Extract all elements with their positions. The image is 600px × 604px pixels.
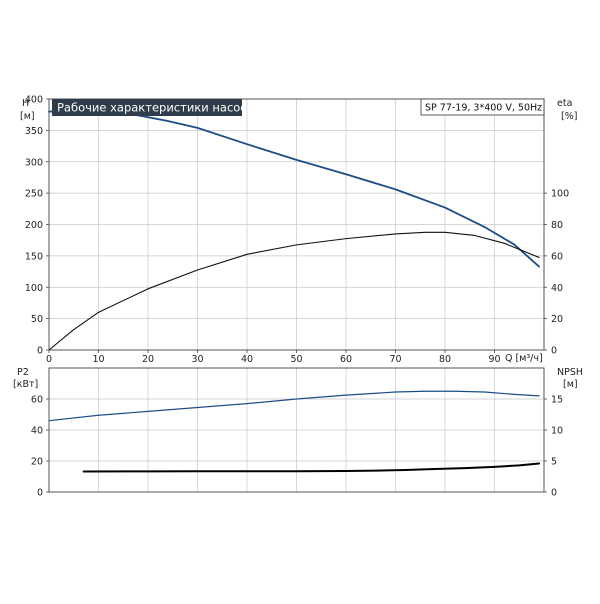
left-tick-label: 0 xyxy=(37,488,43,499)
x-tick-label: 40 xyxy=(241,354,253,365)
x-axis-label: Q [м³/ч] xyxy=(505,353,543,364)
right-tick-label: 5 xyxy=(551,457,557,468)
top-chart-axes: 0 50 100 150 200 250 300 350 400 0 20 40 60 80 100 0 10 2… xyxy=(25,95,569,366)
top-chart-grid xyxy=(49,98,544,350)
left-tick-label: 350 xyxy=(25,126,43,137)
top-right-axis-label: eta xyxy=(557,98,572,109)
bottom-chart-axes: 0 20 40 60 0 5 10 15 xyxy=(31,367,563,499)
x-tick-label: 30 xyxy=(191,354,203,365)
bottom-chart-grid xyxy=(49,368,544,492)
chart-subtitle-box xyxy=(420,98,545,116)
bottom-right-axis-label: NPSH xyxy=(557,367,583,378)
x-tick-label: 80 xyxy=(439,354,451,365)
series-line-0 xyxy=(48,110,540,268)
chart-subtitle: SP 77-19, 3*400 V, 50Hz xyxy=(425,103,542,114)
bottom-right-axis-unit: [м] xyxy=(563,379,578,390)
x-tick-label: 0 xyxy=(46,354,52,365)
left-tick-label: 300 xyxy=(25,157,43,168)
bottom-left-axis-unit: [кВт] xyxy=(13,379,38,390)
bottom-chart-series xyxy=(48,390,541,473)
right-tick-label: 15 xyxy=(551,395,563,406)
chart-title: Рабочие характеристики насоса xyxy=(57,101,254,115)
left-tick-label: 60 xyxy=(31,395,43,406)
x-tick-label: 20 xyxy=(142,354,154,365)
top-left-axis-unit: [м] xyxy=(20,111,35,122)
right-tick-label: 0 xyxy=(551,346,557,357)
left-tick-label: 150 xyxy=(25,251,43,262)
bottom-left-axis-label: P2 xyxy=(17,367,29,378)
left-tick-label: 400 xyxy=(25,95,43,106)
right-tick-label: 80 xyxy=(551,220,563,231)
left-tick-label: 200 xyxy=(25,220,43,231)
left-tick-label: 20 xyxy=(31,457,43,468)
left-tick-label: 0 xyxy=(37,346,43,357)
right-tick-label: 100 xyxy=(551,189,569,200)
x-tick-label: 60 xyxy=(340,354,352,365)
left-tick-label: 50 xyxy=(31,314,43,325)
left-tick-label: 100 xyxy=(25,283,43,294)
x-tick-label: 70 xyxy=(389,354,401,365)
series-line-1 xyxy=(48,231,540,351)
right-tick-label: 0 xyxy=(551,488,557,499)
top-chart-series xyxy=(48,110,540,351)
right-tick-label: 60 xyxy=(551,251,563,262)
right-tick-label: 20 xyxy=(551,314,563,325)
top-right-axis-unit: [%] xyxy=(561,111,577,122)
x-tick-label: 50 xyxy=(290,354,302,365)
right-tick-label: 10 xyxy=(551,426,563,437)
top-left-axis-label: H xyxy=(22,98,29,109)
x-tick-label: 90 xyxy=(488,354,500,365)
chart-title-box xyxy=(52,99,242,116)
left-tick-label: 250 xyxy=(25,189,43,200)
x-tick-label: 10 xyxy=(92,354,104,365)
right-tick-label: 40 xyxy=(551,283,563,294)
series-line-0 xyxy=(48,390,540,422)
series-line-1 xyxy=(82,462,541,473)
left-tick-label: 40 xyxy=(31,426,43,437)
